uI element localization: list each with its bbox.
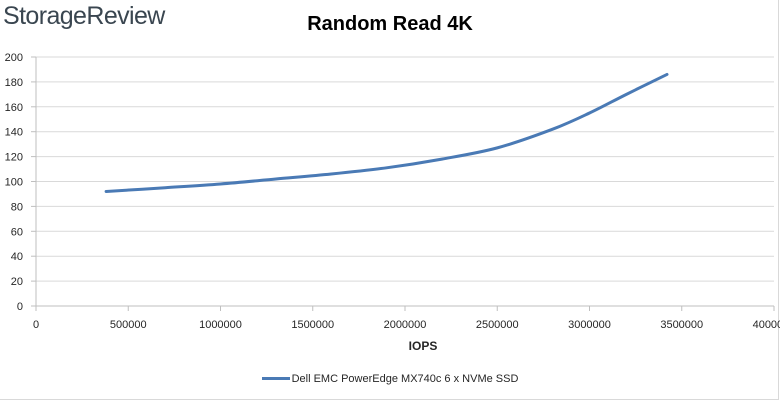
y-tick-label: 20 (11, 276, 23, 288)
y-tick-label: 180 (5, 77, 23, 89)
x-axis-title: IOPS (409, 339, 438, 353)
y-tick-label: 160 (5, 102, 23, 114)
y-tick-label: 120 (5, 152, 23, 164)
y-tick-label: 100 (5, 177, 23, 189)
storagereview-logo: StorageReview (3, 2, 165, 30)
y-tick-label: 40 (11, 251, 23, 263)
chart-title: Random Read 4K (307, 13, 473, 35)
legend-swatch (261, 376, 290, 380)
x-tick-label: 3500000 (660, 319, 703, 331)
series-line-0 (104, 72, 669, 193)
x-tick-label: 1500000 (291, 319, 334, 331)
gridlines (36, 56, 774, 282)
x-tick-label: 1000000 (199, 319, 242, 331)
y-tick-label: 80 (11, 201, 23, 213)
y-tick-label: 60 (11, 226, 23, 238)
legend: Dell EMC PowerEdge MX740c 6 x NVMe SSD (0, 373, 780, 385)
x-tick-label: 2500000 (476, 319, 519, 331)
tick-labels: 0 20 40 60 80 100 120 140 160 180 200 0 500000 100000… (5, 52, 780, 331)
y-tick-label: 200 (5, 52, 23, 64)
y-tick-label: 140 (5, 127, 23, 139)
series-lines (104, 72, 669, 193)
x-tick-label: 2000000 (384, 319, 427, 331)
legend-label: Dell EMC PowerEdge MX740c 6 x NVMe SSD (291, 373, 519, 385)
x-tick-label: 500000 (110, 319, 147, 331)
axes (31, 56, 775, 311)
x-tick-label: 3000000 (568, 319, 611, 331)
y-tick-label: 0 (17, 301, 23, 313)
x-tick-label: 4000000 (753, 319, 780, 331)
x-tick-label: 0 (33, 319, 39, 331)
